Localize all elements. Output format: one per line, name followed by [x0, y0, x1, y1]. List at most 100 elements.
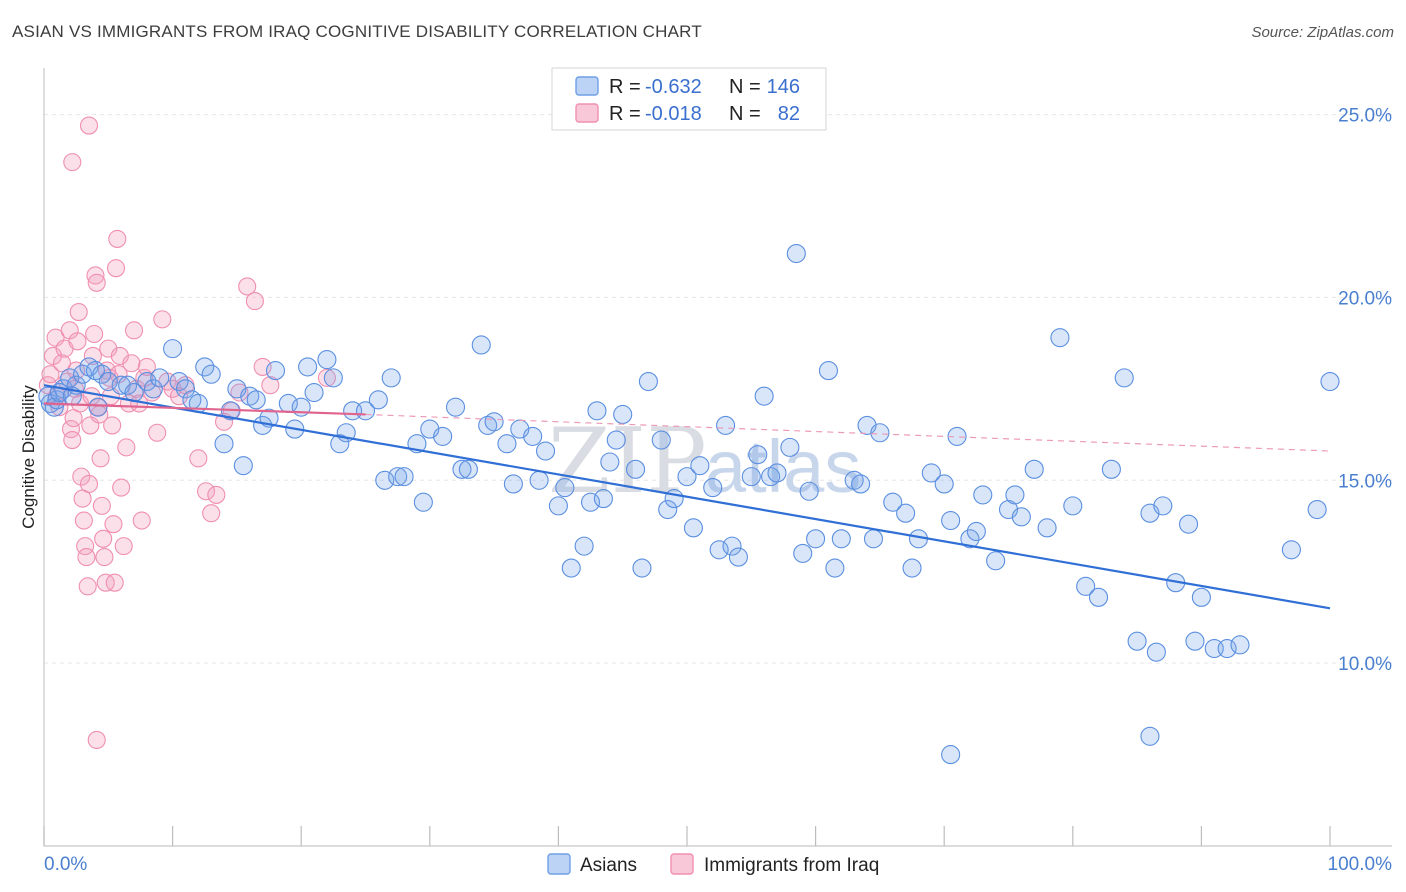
legend-r-label-asians: R = — [609, 76, 641, 98]
asian-point — [896, 503, 916, 523]
asian-point — [458, 459, 478, 479]
asian-point — [375, 470, 395, 490]
trend-lines — [43, 384, 1331, 610]
asian-point — [883, 492, 903, 512]
asian-point — [478, 415, 498, 435]
iraq-point — [106, 259, 126, 278]
iraq-point — [63, 431, 82, 450]
iraq-point — [63, 153, 82, 172]
y-tick-label: 20.0% — [1338, 288, 1392, 309]
asian-point — [529, 470, 549, 490]
iraq-point — [69, 303, 88, 322]
y-tick-label: 25.0% — [1338, 106, 1392, 127]
asian-point — [143, 379, 163, 399]
iraq-point — [148, 423, 167, 442]
asian-point — [613, 404, 633, 425]
chart-title: ASIAN VS IMMIGRANTS FROM IRAQ COGNITIVE … — [12, 22, 702, 41]
asian-point — [934, 474, 954, 494]
asian-point — [195, 357, 215, 377]
iraq-point — [317, 368, 336, 387]
asian-point — [1307, 499, 1327, 520]
asian-point — [780, 437, 800, 457]
asian-point — [240, 386, 260, 406]
iraq-point — [104, 515, 123, 534]
asians-trend-line — [43, 384, 1331, 610]
asian-point — [1281, 540, 1301, 560]
iraq-point — [52, 354, 72, 373]
asian-point — [799, 481, 819, 501]
asian-point — [214, 434, 234, 454]
asian-point — [761, 467, 781, 487]
iraq-point — [74, 511, 93, 530]
iraq-point — [117, 438, 136, 457]
asian-point — [741, 467, 761, 487]
iraq-point — [92, 496, 111, 515]
asian-point — [831, 529, 851, 549]
legend-top: R = -0.632 N = 146 R = -0.018 N = 82 — [551, 67, 827, 131]
asian-point — [1037, 518, 1057, 538]
asian-point — [1230, 635, 1250, 655]
iraq-point — [132, 511, 151, 530]
iraq-point — [85, 324, 104, 344]
iraq-point — [153, 310, 172, 329]
asian-point — [137, 371, 157, 392]
y-tick-label: 10.0% — [1338, 654, 1392, 675]
asian-point — [163, 339, 183, 359]
asian-point — [1063, 496, 1083, 516]
asian-point — [1076, 576, 1096, 596]
asian-point — [317, 350, 337, 370]
asian-point — [941, 510, 961, 531]
asian-point — [471, 335, 491, 355]
asian-point — [561, 558, 581, 578]
legend-bottom-swatch-asians — [547, 853, 571, 875]
iraq-point — [95, 548, 114, 567]
iraq-point — [87, 273, 106, 292]
iraq-point — [105, 573, 124, 592]
iraq-point — [261, 376, 280, 395]
asian-point — [574, 536, 594, 556]
iraq-point — [196, 482, 216, 501]
asian-point — [1088, 587, 1109, 607]
iraq-point — [41, 365, 60, 384]
asian-point — [966, 521, 986, 542]
asian-point — [580, 492, 601, 512]
asian-point — [767, 463, 787, 483]
asian-point — [587, 401, 607, 421]
iraq-point — [79, 474, 99, 493]
iraq-point — [202, 504, 221, 523]
gridlines — [44, 114, 1392, 664]
asian-point — [60, 368, 80, 388]
iraq-point — [83, 346, 102, 365]
asian-point — [330, 434, 350, 454]
asian-point — [1320, 371, 1340, 392]
iraq-trend-line — [43, 402, 366, 416]
legend-n-value-iraq: 82 — [778, 103, 800, 125]
iraq-point — [110, 346, 129, 365]
asian-point — [98, 371, 118, 392]
asian-point — [683, 518, 703, 538]
asian-point — [1114, 368, 1134, 388]
asian-point — [664, 489, 684, 509]
asian-point — [600, 452, 620, 472]
x-tick-label-min: 0.0% — [44, 854, 87, 875]
asian-point — [201, 364, 221, 384]
asian-point — [497, 434, 517, 454]
asian-point — [1127, 631, 1147, 651]
asian-point — [169, 371, 189, 392]
asian-point — [1153, 496, 1173, 516]
asian-point — [709, 540, 729, 560]
legend-swatch-asians — [575, 76, 599, 96]
asian-point — [722, 536, 742, 556]
asian-point — [947, 426, 967, 446]
asian-point — [593, 489, 613, 509]
iraq-point — [68, 332, 87, 351]
asian-point — [73, 364, 93, 384]
iraq-point — [108, 229, 127, 248]
iraq-trend-line-dashed — [365, 413, 1331, 452]
asian-point — [728, 547, 748, 567]
legend-r-value-iraq: -0.018 — [645, 103, 702, 125]
asian-point — [651, 430, 671, 450]
asian-point — [863, 529, 884, 549]
legend-n-label-iraq: N = — [729, 103, 761, 125]
iraq-point — [230, 383, 249, 402]
